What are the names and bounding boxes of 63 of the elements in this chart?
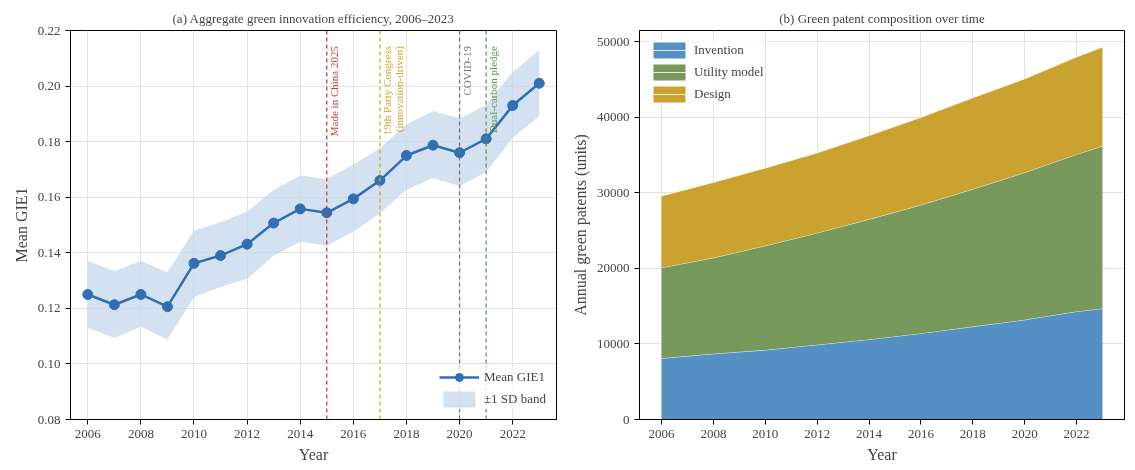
y-tick-label: 40000	[597, 109, 630, 125]
y-tick-label: 20000	[597, 260, 630, 276]
x-tick-label: 2010	[180, 425, 207, 441]
x-tick-label: 2010	[752, 425, 779, 441]
point	[347, 193, 359, 205]
point	[294, 203, 306, 215]
x-tick-label: 2014	[856, 425, 883, 441]
ref-line-label: Made in China 2025	[327, 45, 340, 137]
y-tick-label: 30000	[597, 184, 630, 200]
point	[427, 139, 439, 151]
point	[108, 299, 120, 311]
x-tick-label: 2014	[287, 425, 314, 441]
y-tick-label: 0.10	[37, 355, 61, 371]
ref-line-label: 19th Party Congress (innovation-driven)	[380, 45, 406, 136]
y-axis-title: Annual green patents (units)	[572, 134, 590, 316]
y-tick-label: 0	[623, 411, 630, 427]
chart-title: (a) Aggregate green innovation efficiency, 2006–2023	[172, 10, 454, 26]
legend-label: Invention	[694, 42, 744, 58]
y-tick-label: 0.12	[37, 300, 61, 316]
y-tick-label: 0.18	[37, 133, 61, 149]
legend-label: Design	[694, 86, 731, 102]
point	[215, 250, 227, 262]
y-tick-label: 0.16	[37, 189, 61, 205]
point	[135, 288, 147, 300]
x-axis-title: Year	[298, 445, 329, 463]
x-tick-label: 2016	[340, 425, 367, 441]
ref-line-label: Dual-carbon pledge	[487, 45, 500, 134]
y-tick-label: 50000	[597, 33, 630, 49]
x-tick-label: 2008	[127, 425, 154, 441]
x-tick-label: 2020	[446, 425, 473, 441]
y-tick-label: 0.22	[37, 22, 61, 38]
y-tick-label: 10000	[597, 335, 630, 351]
legend-label: ±1 SD band	[483, 391, 546, 407]
chart-title: (b) Green patent composition over time	[779, 10, 985, 26]
legend-label: Mean GIE1	[483, 369, 545, 385]
x-axis-title: Year	[867, 445, 898, 463]
x-tick-label: 2006	[74, 425, 102, 441]
y-tick-label: 0.14	[37, 244, 61, 260]
point	[161, 301, 173, 313]
point	[188, 257, 200, 269]
point	[454, 147, 466, 159]
x-tick-label: 2018	[393, 425, 420, 441]
x-tick-label: 2008	[700, 425, 727, 441]
point	[82, 288, 94, 300]
x-tick-label: 2006	[648, 425, 676, 441]
point	[241, 238, 253, 250]
ref-line-label: COVID-19	[460, 45, 473, 96]
point	[268, 217, 280, 229]
x-tick-label: 2022	[499, 425, 526, 441]
point	[321, 207, 333, 219]
point	[507, 100, 519, 112]
x-tick-label: 2012	[234, 425, 261, 441]
y-axis-title: Mean GIE1	[12, 187, 30, 263]
y-tick-label: 0.20	[37, 78, 61, 94]
x-tick-label: 2012	[804, 425, 831, 441]
x-tick-label: 2018	[959, 425, 986, 441]
y-tick-label: 0.08	[37, 411, 61, 427]
point	[400, 150, 412, 162]
legend-label: Utility model	[694, 64, 764, 80]
x-tick-label: 2016	[907, 425, 935, 441]
x-tick-label: 2022	[1063, 425, 1090, 441]
point	[533, 77, 545, 89]
x-tick-label: 2020	[1011, 425, 1038, 441]
